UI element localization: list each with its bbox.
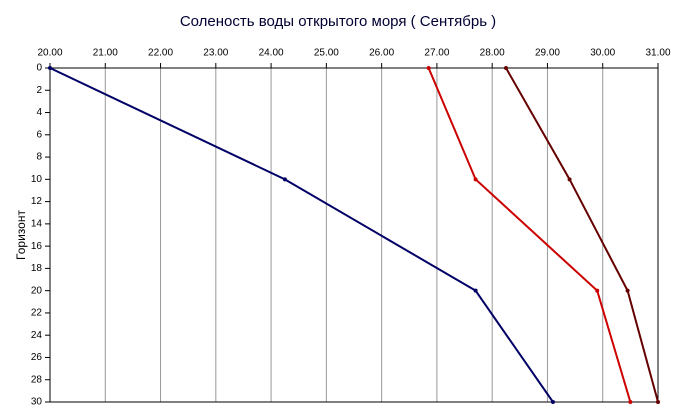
point bbox=[473, 177, 478, 182]
x-tick-label: 21.00 bbox=[93, 48, 118, 59]
point bbox=[567, 177, 572, 182]
point bbox=[48, 66, 52, 70]
point bbox=[473, 288, 478, 293]
y-tick-label: 4 bbox=[36, 107, 42, 118]
x-tick-label: 29.00 bbox=[535, 48, 560, 59]
x-tick-label: 26.00 bbox=[369, 48, 394, 59]
x-tick-label: 22.00 bbox=[148, 48, 173, 59]
point bbox=[550, 400, 555, 404]
y-tick-label: 0 bbox=[36, 63, 42, 74]
y-tick-label: 16 bbox=[31, 241, 43, 252]
chart-title: Соленость воды открытого моря ( Сентябрь… bbox=[180, 13, 496, 30]
series-line bbox=[505, 67, 659, 403]
x-tick-label: 25.00 bbox=[314, 48, 339, 59]
point bbox=[625, 288, 630, 293]
y-tick-label: 20 bbox=[31, 285, 43, 296]
x-tick-label: 27.00 bbox=[424, 48, 449, 59]
point bbox=[426, 66, 431, 70]
point bbox=[504, 66, 508, 70]
y-tick-label: 28 bbox=[31, 374, 43, 385]
series-line bbox=[49, 67, 554, 403]
point bbox=[595, 288, 600, 293]
x-tick-label: 24.00 bbox=[259, 48, 284, 59]
y-tick-label: 8 bbox=[36, 152, 42, 163]
point bbox=[282, 177, 287, 182]
point bbox=[656, 400, 660, 404]
y-tick-label: 18 bbox=[31, 263, 43, 274]
y-tick-label: 2 bbox=[36, 85, 42, 96]
y-axis-label: Горизонт bbox=[14, 210, 28, 260]
y-tick-label: 10 bbox=[31, 174, 43, 185]
x-tick-label: 20.00 bbox=[37, 48, 62, 59]
point bbox=[628, 400, 633, 404]
y-tick-label: 24 bbox=[31, 330, 43, 341]
y-tick-label: 30 bbox=[31, 397, 43, 408]
y-tick-label: 12 bbox=[31, 196, 43, 207]
plot-frame bbox=[49, 67, 659, 403]
series-line bbox=[427, 67, 632, 403]
x-tick-label: 30.00 bbox=[590, 48, 615, 59]
y-tick-label: 26 bbox=[31, 352, 43, 363]
x-tick-label: 28.00 bbox=[480, 48, 505, 59]
y-tick-label: 6 bbox=[36, 129, 42, 140]
y-tick-label: 22 bbox=[31, 308, 43, 319]
y-tick-label: 14 bbox=[31, 219, 43, 230]
x-tick-label: 31.00 bbox=[645, 48, 670, 59]
x-tick-label: 23.00 bbox=[203, 48, 228, 59]
